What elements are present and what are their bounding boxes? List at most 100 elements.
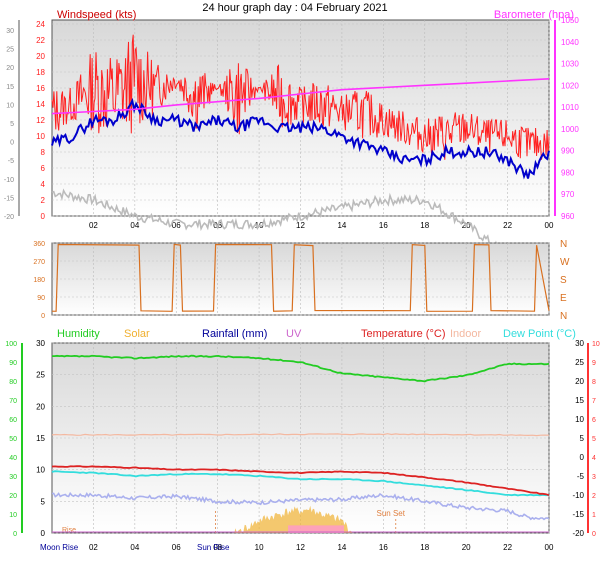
wind-x-tick-label: 04: [130, 221, 139, 230]
wind-y-tick-label: 12: [36, 116, 45, 125]
wind-y-alt-tick-label: 20: [6, 65, 14, 72]
legend-indoor: Indoor: [450, 328, 482, 340]
uv-right-tick-label: 9: [592, 360, 596, 367]
wind-y-tick-label: 14: [36, 100, 45, 109]
wind-barometer-panel: 024681012141618202224-20-15-10-505101520…: [4, 9, 579, 266]
wind-y-alt-tick-label: -20: [4, 214, 14, 221]
temp-x-tick-label: 18: [420, 543, 429, 552]
compass-label: N: [560, 311, 567, 322]
wind-x-tick-label: 02: [89, 221, 98, 230]
uv-right-tick-label: 6: [592, 417, 596, 424]
wind-y-tick-label: 16: [36, 84, 45, 93]
humidity-y-tick-label: 40: [9, 455, 17, 462]
temp-right-tick-label: -15: [572, 510, 584, 519]
temp-x-tick-label: 14: [337, 543, 346, 552]
wind-y-alt-tick-label: -5: [8, 158, 14, 165]
uv-right-tick-label: 10: [592, 341, 600, 348]
humidity-y-tick-label: 90: [9, 360, 17, 367]
wind-y-tick-label: 10: [36, 132, 45, 141]
temp-y-tick-label: 5: [41, 497, 46, 506]
temp-right-tick-label: 0: [580, 453, 585, 462]
direction-y-tick-label: 90: [37, 295, 45, 302]
uv-bar: [288, 525, 344, 533]
compass-label: S: [560, 275, 567, 286]
temp-right-tick-label: -5: [577, 472, 585, 481]
temp-y-tick-label: 30: [36, 339, 45, 348]
wind-y-tick-label: 6: [41, 164, 46, 173]
baro-y-tick-label: 1020: [561, 81, 579, 90]
baro-y-tick-label: 960: [561, 212, 575, 221]
temp-x-tick-label: 00: [545, 543, 554, 552]
temp-right-tick-label: 20: [575, 377, 584, 386]
sun-rise-label: Sun Rise: [197, 543, 230, 552]
wind-y-alt-tick-label: 30: [6, 28, 14, 35]
barometer-axis-title: Barometer (hpa): [494, 9, 574, 21]
secondary-trace-line: [51, 188, 550, 266]
graph-title: 24 hour graph day : 04 February 2021: [202, 2, 387, 14]
temp-y-tick-label: 10: [36, 466, 45, 475]
legend-temperature-c-: Temperature (°C): [361, 328, 445, 340]
legend-solar: Solar: [124, 328, 150, 340]
rise-label: Rise: [62, 527, 76, 534]
compass-label: N: [560, 239, 567, 250]
temp-y-tick-label: 15: [36, 434, 45, 443]
temp-x-tick-label: 06: [172, 543, 181, 552]
uv-right-tick-label: 5: [592, 436, 596, 443]
humidity-y-tick-label: 20: [9, 493, 17, 500]
wind-direction-panel: 0 N 90 E 180 S 270 W 360 N: [33, 239, 570, 322]
sunset-label: Sun Set: [377, 509, 406, 518]
legend-humidity: Humidity: [57, 328, 100, 340]
uv-right-tick-label: 0: [592, 531, 596, 538]
uv-right-tick-label: 7: [592, 398, 596, 405]
wind-x-tick-label: 16: [379, 221, 388, 230]
windspeed-axis-title: Windspeed (kts): [57, 9, 136, 21]
legend-dew-point-c-: Dew Point (°C): [503, 328, 576, 340]
barometer-line: [51, 78, 550, 115]
temp-right-tick-label: 15: [575, 396, 584, 405]
indoor-line: [51, 433, 550, 437]
temp-y-tick-label: 25: [36, 371, 45, 380]
wind-y-alt-tick-label: -15: [4, 195, 14, 202]
wind-y-alt-tick-label: 25: [6, 47, 14, 54]
temp-x-tick-label: 08: [213, 543, 222, 552]
baro-y-tick-label: 990: [561, 147, 575, 156]
temp-right-tick-label: 5: [580, 434, 585, 443]
wind-y-tick-label: 8: [41, 148, 46, 157]
wind-y-tick-label: 0: [41, 212, 46, 221]
baro-y-tick-label: 1010: [561, 103, 579, 112]
humidity-y-tick-label: 80: [9, 379, 17, 386]
baro-y-tick-label: 970: [561, 190, 575, 199]
wind-average-line: [51, 97, 550, 180]
wind-y-tick-label: 2: [41, 196, 46, 205]
windspeed-line: [51, 34, 550, 160]
wind-direction-line: [51, 243, 550, 312]
wind-x-tick-label: 22: [503, 221, 512, 230]
trace-line: [51, 491, 550, 521]
humidity-y-tick-label: 60: [9, 417, 17, 424]
uv-right-tick-label: 3: [592, 474, 596, 481]
wind-y-alt-tick-label: 5: [10, 121, 14, 128]
wind-y-alt-tick-label: 15: [6, 84, 14, 91]
direction-y-tick-label: 360: [33, 241, 45, 248]
baro-y-tick-label: 1040: [561, 38, 579, 47]
direction-y-tick-label: 0: [41, 313, 45, 320]
temp-x-tick-label: 22: [503, 543, 512, 552]
wind-y-tick-label: 20: [36, 52, 45, 61]
wind-x-tick-label: 06: [172, 221, 181, 230]
legend-uv: UV: [286, 328, 302, 340]
uv-right-tick-label: 2: [592, 493, 596, 500]
uv-right-tick-label: 1: [592, 512, 596, 519]
wind-x-tick-label: 18: [420, 221, 429, 230]
humidity-y-tick-label: 30: [9, 474, 17, 481]
dewpoint-line: [51, 470, 550, 497]
wind-y-alt-tick-label: -10: [4, 177, 14, 184]
wind-y-tick-label: 24: [36, 20, 45, 29]
temp-x-tick-label: 12: [296, 543, 305, 552]
compass-label: W: [560, 257, 570, 268]
wind-y-tick-label: 22: [36, 36, 45, 45]
baro-y-tick-label: 1030: [561, 60, 579, 69]
humidity-y-tick-label: 70: [9, 398, 17, 405]
moon-rise-label: Moon Rise: [40, 543, 79, 552]
